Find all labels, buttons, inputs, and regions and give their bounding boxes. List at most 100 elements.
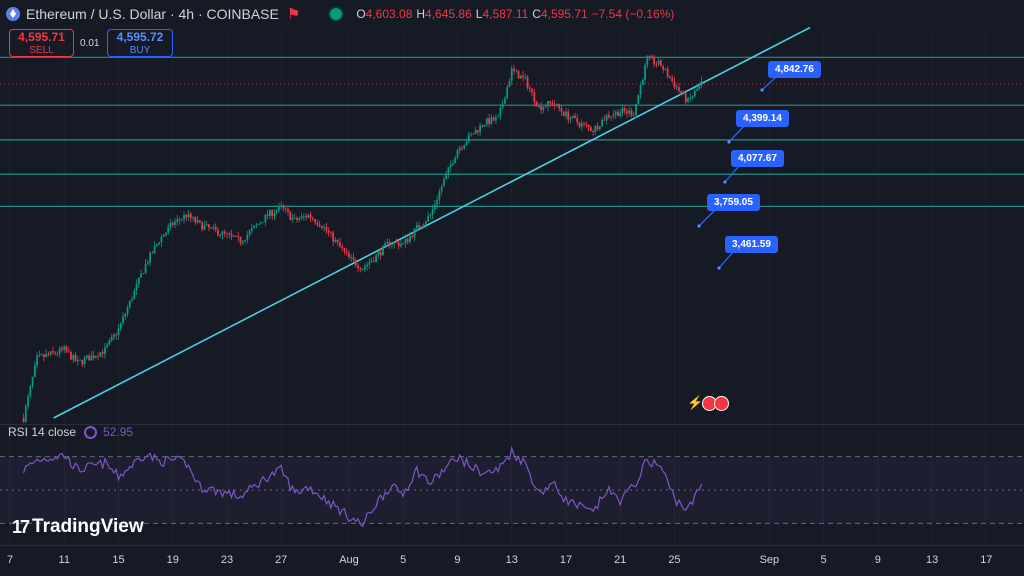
candle-down [232, 235, 235, 237]
candle-up [515, 70, 518, 72]
candle-down [185, 215, 188, 218]
candle-up [248, 230, 251, 235]
candle-up [447, 166, 450, 174]
candle-down [540, 105, 542, 111]
rsi-legend[interactable]: RSI 14 close 52.95 [8, 425, 133, 439]
candle-up [85, 355, 88, 358]
candle-down [549, 101, 552, 103]
us-flag-icon[interactable] [714, 395, 730, 411]
candle-up [156, 244, 158, 246]
candle-up [556, 104, 558, 106]
candle-down [653, 57, 655, 64]
level-callout[interactable]: 3,759.05 [707, 194, 760, 211]
candle-up [400, 244, 402, 247]
candle-up [210, 227, 213, 229]
candle-up [250, 228, 253, 231]
level-callout[interactable]: 4,842.76 [768, 61, 821, 78]
event-markers[interactable]: ⚡ [687, 395, 730, 411]
candle-up [146, 262, 149, 264]
candle-down [576, 117, 579, 123]
candle-up [278, 206, 280, 211]
candle-up [504, 98, 506, 104]
x-tick-label: 19 [166, 554, 179, 566]
refresh-icon[interactable] [84, 425, 98, 439]
candle-up [571, 115, 574, 119]
level-callout[interactable]: 4,077.67 [731, 150, 784, 167]
candle-up [386, 241, 389, 244]
candle-up [456, 150, 459, 158]
candle-up [506, 86, 509, 99]
candle-down [287, 209, 289, 212]
candle-up [128, 300, 131, 308]
candle-up [420, 226, 423, 228]
candle-down [237, 235, 240, 237]
ohlc-key: O [356, 7, 366, 21]
candle-down [526, 76, 529, 89]
candle-down [476, 130, 479, 132]
candle-up [203, 225, 206, 230]
pane-separator [0, 424, 1024, 425]
candle-up [302, 216, 305, 217]
candle-down [673, 81, 676, 88]
callout-pointer [698, 209, 716, 227]
candle-up [174, 221, 176, 225]
symbol-title[interactable]: Ethereum / U.S. Dollar · 4h · COINBASE [26, 6, 279, 22]
candle-down [226, 233, 228, 235]
candle-down [151, 252, 154, 254]
candle-down [406, 239, 409, 242]
candle-up [467, 134, 470, 142]
candle-down [325, 226, 328, 231]
candle-up [135, 283, 138, 291]
candle-up [479, 125, 481, 132]
candle-up [495, 117, 497, 121]
candle-down [201, 222, 203, 230]
candle-up [499, 107, 502, 117]
sell-button[interactable]: 4,595.71 SELL [9, 29, 74, 57]
candle-up [440, 186, 443, 192]
level-callout[interactable]: 4,399.14 [736, 110, 789, 127]
buy-button[interactable]: 4,595.72 BUY [107, 29, 173, 57]
candle-up [415, 225, 418, 229]
candle-up [160, 236, 163, 243]
x-tick-label: 27 [275, 554, 288, 566]
candle-up [27, 396, 29, 407]
callout-anchor [723, 180, 727, 184]
candle-down [67, 351, 70, 353]
tradingview-logo[interactable]: 17 TradingView [12, 516, 144, 538]
candle-up [262, 222, 265, 224]
candle-down [309, 214, 312, 219]
callout-pointer [728, 125, 745, 143]
candle-up [413, 228, 416, 237]
candle-up [158, 242, 161, 245]
candle-up [404, 239, 407, 244]
ohlc-value: −7.54 (−0.16%) [591, 7, 675, 21]
trendline[interactable] [53, 26, 811, 419]
candle-down [592, 131, 594, 133]
lightning-icon[interactable]: ⚡ [687, 395, 704, 410]
candle-down [318, 224, 321, 227]
candle-down [551, 102, 554, 105]
candle-down [314, 219, 316, 223]
candle-up [56, 353, 59, 355]
x-tick-label: 9 [874, 554, 881, 566]
candle-up [433, 204, 436, 210]
x-tick-label: 7 [6, 554, 14, 566]
x-tick-label: Aug [339, 554, 359, 566]
candle-down [217, 229, 219, 236]
market-status-icon[interactable] [328, 6, 345, 22]
level-callout[interactable]: 3,461.59 [725, 236, 778, 253]
candle-up [72, 354, 75, 360]
candle-up [176, 219, 179, 222]
candle-up [246, 234, 249, 241]
x-tick-label: 5 [400, 554, 407, 566]
candle-up [422, 224, 425, 227]
time-axis-separator [0, 545, 1024, 546]
flag-icon[interactable]: ⚑ [286, 6, 301, 23]
buy-label: BUY [129, 45, 151, 56]
candle-up [501, 103, 504, 108]
candle-up [693, 90, 696, 97]
candle-up [393, 241, 396, 245]
candle-down [562, 111, 565, 116]
ohlc-value: 4,645.86 [425, 7, 472, 21]
